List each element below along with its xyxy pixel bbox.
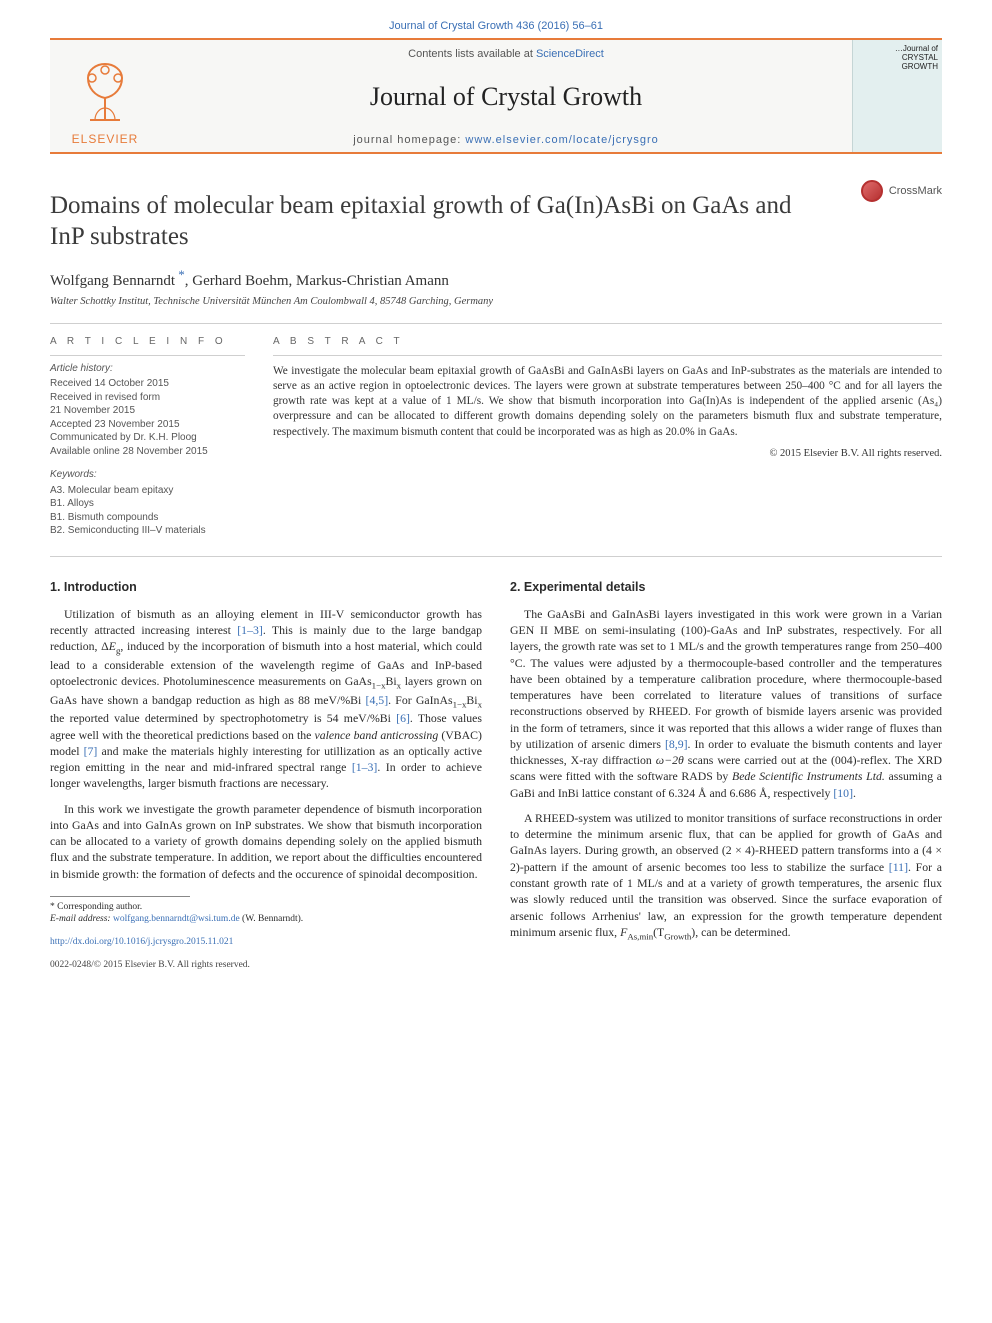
publisher-logo-box: ELSEVIER (50, 40, 160, 152)
Tsub: Growth (664, 931, 691, 941)
footer-doi: http://dx.doi.org/10.1016/j.jcrysgro.201… (50, 936, 482, 949)
corr-footnote: * Corresponding author. E-mail address: … (50, 901, 482, 926)
homepage-link[interactable]: www.elsevier.com/locate/jcrysgro (465, 134, 658, 146)
s2-p2: A RHEED-system was utilized to monitor t… (510, 810, 942, 942)
sub3: 1−x (453, 699, 467, 709)
kw-4: B2. Semiconducting III–V materials (50, 524, 245, 538)
history-head: Article history: (50, 362, 245, 376)
t: the reported value determined by spectro… (50, 711, 396, 725)
footer-issn: 0022-0248/© 2015 Elsevier B.V. All right… (50, 959, 482, 972)
masthead: ELSEVIER Contents lists available at Sci… (50, 38, 942, 154)
paren: (T (653, 925, 664, 939)
history-l3: 21 November 2015 (50, 404, 245, 418)
history-l4: Accepted 23 November 2015 (50, 418, 245, 432)
history-l5: Communicated by Dr. K.H. Ploog (50, 431, 245, 445)
journal-cover-thumb: …Journal of CRYSTAL GROWTH (852, 40, 942, 152)
affiliation: Walter Schottky Institut, Technische Uni… (50, 296, 942, 307)
kw-1: A3. Molecular beam epitaxy (50, 484, 245, 498)
author-2[interactable]: Gerhard Boehm (192, 273, 288, 289)
abstract-heading: A B S T R A C T (273, 336, 942, 347)
body-columns: 1. Introduction Utilization of bismuth a… (50, 577, 942, 972)
ref-6[interactable]: [6] (396, 711, 410, 725)
divider-2 (50, 556, 942, 557)
section-1-heading: 1. Introduction (50, 579, 482, 596)
abstract-text: We investigate the molecular beam epitax… (273, 364, 942, 440)
t: Bi (386, 674, 397, 688)
ref-7[interactable]: [7] (84, 744, 98, 758)
section-2-heading: 2. Experimental details (510, 579, 942, 596)
article-info-column: A R T I C L E I N F O Article history: R… (50, 336, 245, 538)
kw-2: B1. Alloys (50, 497, 245, 511)
homepage-line: journal homepage: www.elsevier.com/locat… (170, 134, 842, 146)
meta-rule (50, 355, 245, 356)
divider (50, 323, 942, 324)
crossmark-icon (861, 180, 883, 202)
ref-11[interactable]: [11] (889, 860, 908, 874)
ref-1-3[interactable]: [1–3] (237, 623, 263, 637)
sciencedirect-link[interactable]: ScienceDirect (536, 48, 604, 60)
Fsub: As,min (627, 931, 653, 941)
footnote-rule (50, 896, 190, 897)
abstract-column: A B S T R A C T We investigate the molec… (273, 336, 942, 538)
author-1[interactable]: Wolfgang Bennarndt (50, 273, 175, 289)
article-title: Domains of molecular beam epitaxial grow… (50, 190, 810, 253)
t: . (853, 786, 856, 800)
ref-10[interactable]: [10] (833, 786, 853, 800)
sub1: 1−x (372, 680, 386, 690)
top-citation[interactable]: Journal of Crystal Growth 436 (2016) 56–… (50, 20, 942, 32)
history-l2: Received in revised form (50, 391, 245, 405)
Eg: E (109, 639, 116, 653)
vbac: valence band anticrossing (315, 728, 439, 742)
keywords-head: Keywords: (50, 468, 245, 482)
t: Bi (466, 693, 477, 707)
corr-line: * Corresponding author. (50, 901, 482, 913)
elsevier-wordmark: ELSEVIER (72, 132, 139, 146)
elsevier-tree-icon (70, 58, 140, 128)
bede: Bede Scientific Instruments Ltd. (732, 769, 885, 783)
article-info-heading: A R T I C L E I N F O (50, 336, 245, 347)
elsevier-logo[interactable]: ELSEVIER (60, 46, 150, 146)
t: ), can be determined. (691, 925, 790, 939)
meta-abstract-row: A R T I C L E I N F O Article history: R… (50, 336, 942, 538)
cover-label-top: …Journal of (853, 44, 942, 53)
kw-3: B1. Bismuth compounds (50, 511, 245, 525)
homepage-prefix: journal homepage: (353, 134, 465, 146)
t: The GaAsBi and GaInAsBi layers investiga… (510, 607, 942, 751)
email-suffix: (W. Bennarndt). (240, 914, 304, 924)
contents-line: Contents lists available at ScienceDirec… (170, 48, 842, 60)
corr-marker[interactable]: * (175, 267, 185, 282)
authors: Wolfgang Bennarndt *, Gerhard Boehm, Mar… (50, 267, 942, 290)
abs-rule (273, 355, 942, 356)
crossmark-label: CrossMark (889, 185, 942, 197)
history-l6: Available online 28 November 2015 (50, 445, 245, 459)
doi-link[interactable]: http://dx.doi.org/10.1016/j.jcrysgro.201… (50, 937, 233, 947)
crossmark-badge[interactable]: CrossMark (861, 180, 942, 202)
email-label: E-mail address: (50, 914, 113, 924)
masthead-center: Contents lists available at ScienceDirec… (160, 40, 852, 152)
history-l1: Received 14 October 2015 (50, 377, 245, 391)
omega2theta: ω−2θ (656, 753, 684, 767)
author-3[interactable]: Markus-Christian Amann (296, 273, 449, 289)
s2-p1: The GaAsBi and GaInAsBi layers investiga… (510, 606, 942, 801)
ref-1-3b[interactable]: [1–3] (352, 760, 378, 774)
journal-name: Journal of Crystal Growth (170, 82, 842, 112)
sub4: x (478, 699, 482, 709)
s1-p2: In this work we investigate the growth p… (50, 801, 482, 882)
s1-p1: Utilization of bismuth as an alloying el… (50, 606, 482, 792)
ref-4-5[interactable]: [4,5] (366, 693, 389, 707)
contents-prefix: Contents lists available at (408, 48, 536, 60)
abstract-copyright: © 2015 Elsevier B.V. All rights reserved… (273, 448, 942, 459)
ref-8-9[interactable]: [8,9] (665, 737, 688, 751)
email-link[interactable]: wolfgang.bennarndt@wsi.tum.de (113, 914, 240, 924)
cover-label-bold: CRYSTAL GROWTH (853, 53, 942, 71)
t: A RHEED-system was utilized to monitor t… (510, 811, 942, 874)
t: . For GaInAs (388, 693, 452, 707)
